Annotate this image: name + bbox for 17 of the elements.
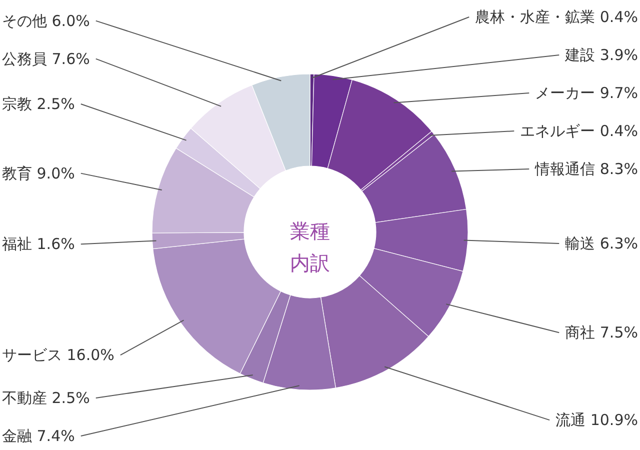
slice-label: 福祉 1.6% xyxy=(2,235,75,254)
slice-label: 輸送 6.3% xyxy=(565,234,638,252)
slice-label: 商社 7.5% xyxy=(565,324,638,342)
slice-label: 教育 9.0% xyxy=(2,164,75,182)
slice-label: その他 6.0% xyxy=(2,12,90,30)
slice-label: 情報通信 8.3% xyxy=(534,160,638,178)
slice-label: 宗教 2.5% xyxy=(2,94,75,113)
slice-label: メーカー 9.7% xyxy=(535,84,638,102)
slice-label: サービス 16.0% xyxy=(2,346,114,364)
text: 業種内訳 xyxy=(290,219,330,275)
slice-label: 公務員 7.6% xyxy=(2,50,90,68)
slice-label: 農林・水産・鉱業 0.4% xyxy=(475,8,638,26)
slice-label: 建設 3.9% xyxy=(564,46,638,64)
slice-label: 金融 7.4% xyxy=(2,427,75,445)
slice-label: 流通 10.9% xyxy=(556,411,638,430)
slice-label: エネルギー 0.4% xyxy=(520,122,638,140)
slice-label: 不動産 2.5% xyxy=(2,389,90,407)
